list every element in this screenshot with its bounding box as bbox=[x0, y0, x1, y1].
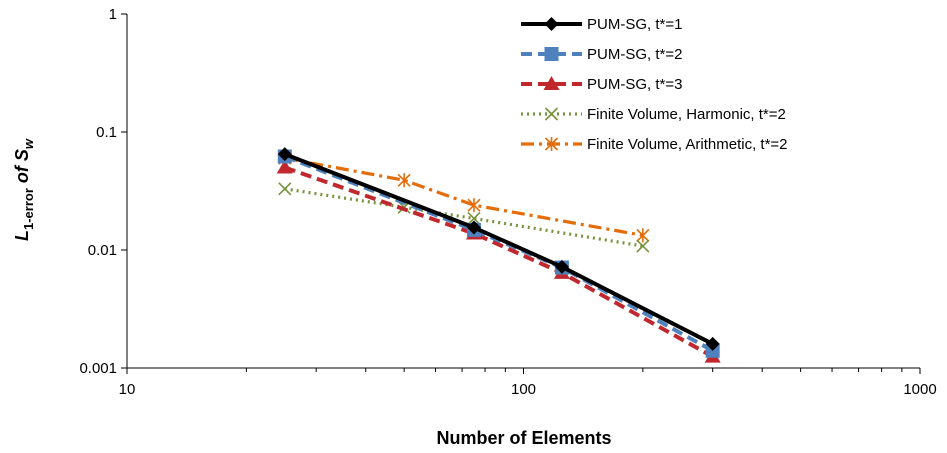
series-5-point bbox=[636, 228, 650, 243]
y-tick-label: 0.1 bbox=[96, 124, 117, 141]
legend-label: PUM-SG, t*=3 bbox=[587, 76, 682, 93]
y-axis-label-main: L bbox=[12, 230, 32, 241]
y-axis-label: L1-error of Sw bbox=[12, 138, 36, 241]
x-tick-label: 100 bbox=[511, 381, 536, 398]
legend-item-1: PUM-SG, t*=1 bbox=[521, 16, 682, 33]
y-tick-label: 0.01 bbox=[88, 242, 117, 259]
x-tick-label: 10 bbox=[119, 381, 136, 398]
series-5-point bbox=[397, 173, 411, 188]
legend-swatch-marker bbox=[544, 17, 559, 31]
legend-swatch-marker bbox=[544, 47, 559, 61]
legend-item-5: Finite Volume, Arithmetic, t*=2 bbox=[521, 136, 788, 153]
y-axis-label-sub2: w bbox=[21, 138, 36, 149]
y-axis-label-sub: 1-error bbox=[21, 188, 36, 230]
y-axis-label-mid: of S bbox=[12, 149, 32, 188]
legend-swatch-marker bbox=[544, 137, 559, 151]
series-4-point bbox=[278, 182, 292, 196]
legend-label: PUM-SG, t*=2 bbox=[587, 46, 682, 63]
y-tick-label: 1 bbox=[109, 6, 117, 23]
series-1 bbox=[277, 147, 720, 351]
x-axis-label: Number of Elements bbox=[436, 428, 611, 448]
series-5-line bbox=[284, 156, 644, 237]
series-1-point bbox=[705, 336, 720, 351]
legend-item-2: PUM-SG, t*=2 bbox=[521, 46, 682, 63]
series-4-point bbox=[636, 239, 650, 253]
legend-label: Finite Volume, Harmonic, t*=2 bbox=[587, 106, 786, 123]
series-3-line bbox=[284, 165, 714, 359]
series-1-point bbox=[466, 220, 481, 235]
series-1-line bbox=[284, 152, 714, 346]
series-2-line bbox=[284, 154, 714, 353]
series-4-point bbox=[467, 211, 481, 226]
legend-label: Finite Volume, Arithmetic, t*=2 bbox=[587, 136, 788, 153]
legend-label: PUM-SG, t*=1 bbox=[587, 16, 682, 33]
series-1-point bbox=[554, 259, 569, 274]
series-layer bbox=[276, 147, 721, 363]
legend-item-3: PUM-SG, t*=3 bbox=[521, 76, 682, 93]
axes: 0.001 0.01 0.1 1 10 100 1000 bbox=[79, 6, 936, 398]
legend-item-4: Finite Volume, Harmonic, t*=2 bbox=[521, 106, 786, 123]
legend-swatch-marker bbox=[544, 107, 559, 121]
legend: PUM-SG, t*=1 PUM-SG, t*=2 PUM-SG, t*=3 Fini… bbox=[521, 16, 788, 153]
series-5-point bbox=[467, 198, 481, 213]
x-tick-label: 1000 bbox=[903, 381, 936, 398]
series-3-point bbox=[276, 159, 293, 174]
series-1-point bbox=[277, 147, 292, 162]
y-tick-label: 0.001 bbox=[79, 360, 117, 377]
legend-swatch-marker bbox=[543, 76, 560, 90]
